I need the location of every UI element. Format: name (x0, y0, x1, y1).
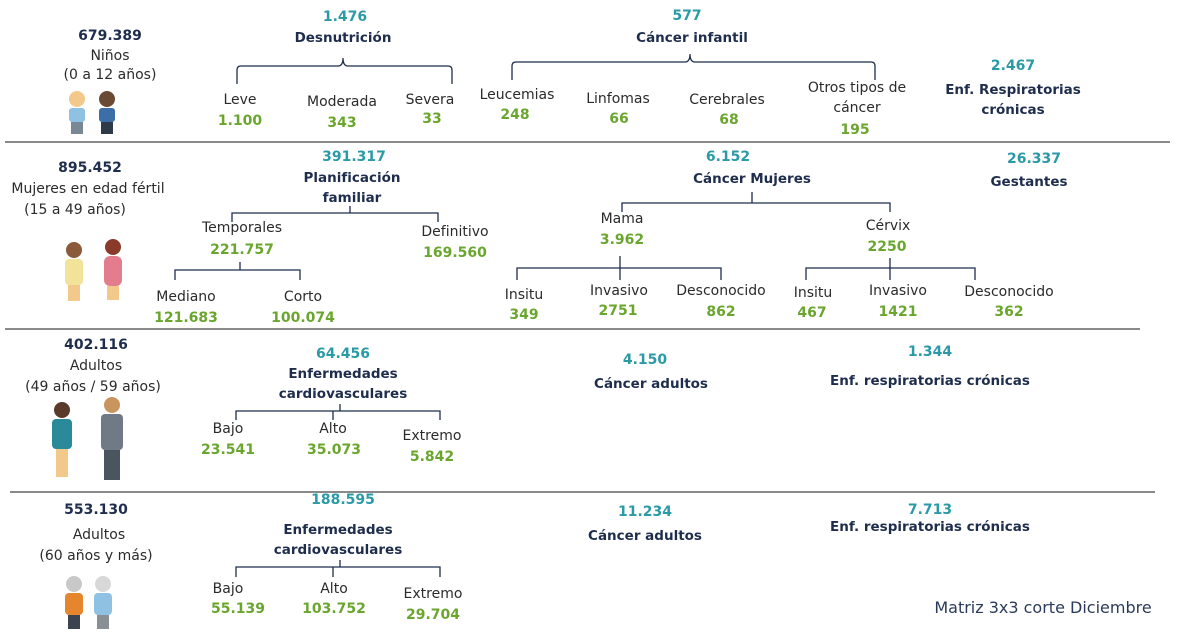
label: Mama (601, 209, 644, 229)
value: 169.560 (423, 243, 487, 263)
value: 100.074 (271, 308, 335, 328)
population-count: 895.452 (58, 158, 122, 178)
topic-title: Enf. respiratorias crónicas (830, 371, 1030, 391)
topic-title: Enf. respiratorias crónicas (830, 517, 1030, 537)
footer-title: Matriz 3x3 corte Diciembre (934, 598, 1151, 618)
label: Corto (284, 287, 322, 307)
topic-title: Cáncer infantil (636, 28, 748, 48)
value: 68 (719, 110, 738, 130)
label: Linfomas (586, 89, 650, 109)
label: Temporales (202, 218, 282, 238)
topic-title: Enfermedades cardiovasculares (258, 520, 418, 560)
label: Moderada (307, 92, 377, 112)
bracket (175, 262, 300, 280)
value: 862 (706, 302, 735, 322)
label: Desconocido (676, 281, 765, 301)
people-icon (65, 239, 122, 301)
value: 121.683 (154, 308, 218, 328)
label: Extremo (404, 584, 463, 604)
value: 55.139 (211, 599, 265, 619)
label: Desconocido (964, 282, 1053, 302)
people-icon (52, 397, 123, 480)
label: Bajo (213, 579, 244, 599)
value: 343 (327, 113, 356, 133)
value: 66 (609, 109, 628, 129)
label: Bajo (213, 419, 244, 439)
topic-title: Planificación familiar (277, 168, 427, 208)
value: 5.842 (410, 447, 454, 467)
people-icon (69, 91, 115, 134)
value: 195 (840, 120, 869, 140)
value: 467 (797, 303, 826, 323)
bracket (806, 258, 975, 280)
label: Cérvix (866, 216, 911, 236)
label: Leucemias (480, 85, 555, 105)
topic-count: 64.456 (316, 344, 370, 364)
label: Invasivo (869, 281, 927, 301)
label: (0 a 12 años) (64, 65, 157, 85)
value: 2250 (868, 237, 907, 257)
label: Adultos (70, 356, 122, 376)
value: 362 (994, 302, 1023, 322)
label: Alto (319, 419, 347, 439)
value: 29.704 (406, 605, 460, 625)
bracket (236, 560, 440, 577)
bracket (517, 256, 721, 280)
bracket (236, 404, 440, 420)
value: 33 (422, 109, 441, 129)
label: (49 años / 59 años) (25, 377, 161, 397)
topic-count: 577 (672, 6, 701, 26)
topic-count: 11.234 (618, 502, 672, 522)
topic-count: 2.467 (991, 56, 1035, 76)
label: Leve (223, 90, 256, 110)
population-count: 679.389 (78, 26, 142, 46)
value: 35.073 (307, 440, 361, 460)
topic-count: 188.595 (311, 490, 375, 510)
topic-count: 26.337 (1007, 149, 1061, 169)
topic-title: Cáncer adultos (588, 526, 702, 546)
value: 349 (509, 305, 538, 325)
label: Definitivo (421, 222, 488, 242)
label: Alto (320, 579, 348, 599)
topic-count: 1.344 (908, 342, 952, 362)
topic-title: Cáncer adultos (594, 374, 708, 394)
topic-title: Gestantes (990, 172, 1067, 192)
value: 248 (500, 105, 529, 125)
label: Niños (90, 46, 129, 66)
bracket (622, 192, 890, 212)
label: Invasivo (590, 281, 648, 301)
topic-count: 6.152 (706, 147, 750, 167)
label: Mediano (156, 287, 216, 307)
topic-count: 391.317 (322, 147, 386, 167)
value: 1.100 (218, 111, 262, 131)
label: Mujeres en edad fértil (11, 179, 164, 199)
infographic: 679.389Niños(0 a 12 años) 1.476Desnutrici… (0, 0, 1179, 632)
value: 221.757 (210, 240, 274, 260)
population-count: 553.130 (64, 500, 128, 520)
topic-title: Cáncer Mujeres (693, 169, 811, 189)
label: Cerebrales (689, 90, 764, 110)
topic-title: Desnutrición (295, 28, 392, 48)
value: 2751 (599, 301, 638, 321)
label: Insitu (505, 285, 544, 305)
label: Otros tipos de cáncer (797, 78, 917, 118)
value: 23.541 (201, 440, 255, 460)
label: (60 años y más) (39, 546, 152, 566)
topic-count: 4.150 (623, 350, 667, 370)
brace (512, 54, 875, 80)
brace (237, 58, 452, 84)
label: Adultos (73, 525, 125, 545)
label: Severa (406, 90, 455, 110)
population-count: 402.116 (64, 335, 128, 355)
value: 1421 (879, 302, 918, 322)
topic-title: Enf. Respiratorias crónicas (928, 80, 1098, 120)
value: 103.752 (302, 599, 366, 619)
label: Extremo (403, 426, 462, 446)
topic-title: Enfermedades cardiovasculares (263, 364, 423, 404)
people-icon (65, 576, 112, 629)
value: 3.962 (600, 230, 644, 250)
label: Insitu (794, 283, 833, 303)
label: (15 a 49 años) (24, 200, 126, 220)
topic-count: 1.476 (323, 7, 367, 27)
